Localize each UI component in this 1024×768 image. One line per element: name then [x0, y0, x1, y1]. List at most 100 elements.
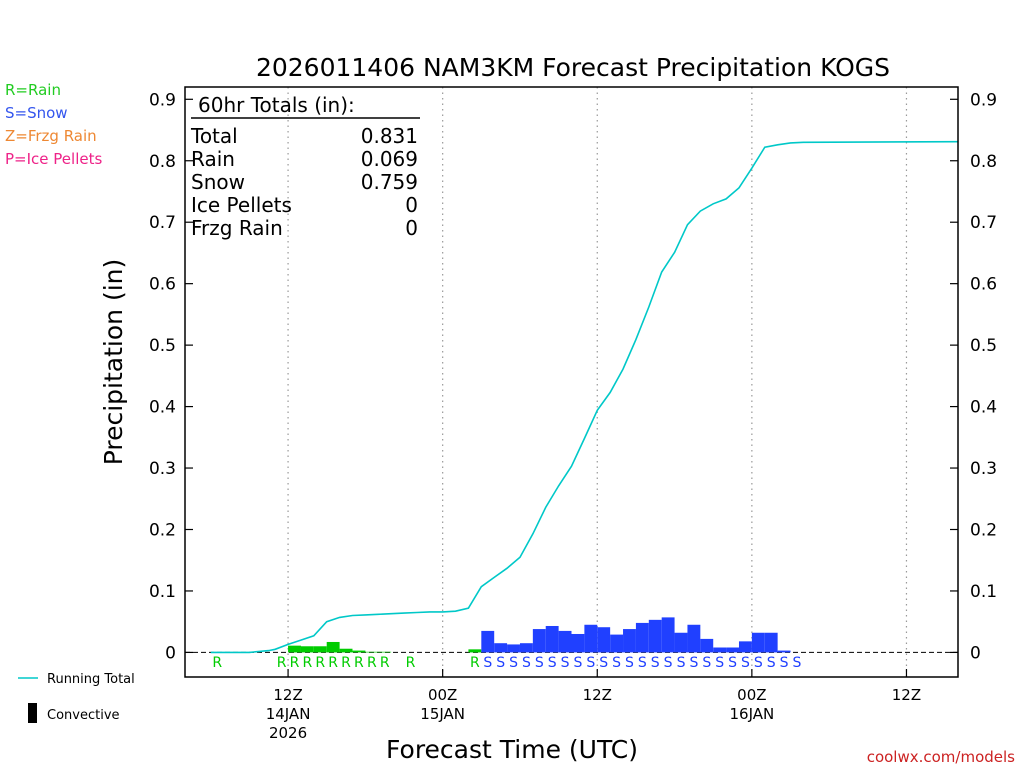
precip-bar-snow [532, 629, 546, 653]
y-tick-label-left: 0.7 [149, 213, 176, 233]
precip-bar-snow [751, 632, 765, 653]
type-letter-snow: S [522, 655, 531, 671]
precip-bar-snow [584, 624, 598, 653]
totals-row-label: Frzg Rain [191, 216, 283, 240]
y-tick-label-left: 0.8 [149, 152, 176, 172]
type-letter-rain: R [406, 655, 416, 671]
type-letter-rain: R [212, 655, 222, 671]
type-letter-snow: S [741, 655, 750, 671]
x-tick-label: 12Z [583, 686, 612, 704]
legend-label: Running Total [47, 672, 135, 687]
type-letter-snow: S [793, 655, 802, 671]
y-tick-label-right: 0.1 [970, 582, 997, 602]
precip-bar-snow [726, 647, 739, 653]
precip-bar-snow [713, 647, 727, 653]
type-letter-rain: R [367, 655, 377, 671]
precip-bar-rain [378, 651, 392, 653]
totals-row-value: 0.831 [361, 124, 418, 148]
totals-row-value: 0 [405, 216, 418, 240]
y-tick-label-right: 0.3 [970, 459, 997, 479]
watermark: coolwx.com/models [867, 748, 1015, 766]
precip-bar-rain [313, 646, 327, 653]
type-letter-snow: S [728, 655, 737, 671]
x-axis-label: Forecast Time (UTC) [386, 735, 638, 764]
type-letter-rain: R [354, 655, 364, 671]
totals-row-label: Total [190, 124, 238, 148]
type-letter-snow: S [509, 655, 518, 671]
type-letter-snow: S [599, 655, 608, 671]
chart-title: 2026011406 NAM3KM Forecast Precipitation… [256, 53, 890, 82]
precip-bar-rain [352, 650, 366, 653]
line-layer [210, 140, 959, 654]
y-tick-label-right: 0.4 [970, 398, 997, 418]
totals-row-label: Rain [191, 147, 235, 171]
type-letter-rain: R [380, 655, 390, 671]
y-axis-label: Precipitation (in) [99, 259, 128, 466]
totals-row-label: Snow [191, 170, 245, 194]
precip-bar-snow [661, 617, 675, 653]
y-tick-label-left: 0.6 [149, 275, 176, 295]
type-letter-snow: S [625, 655, 634, 671]
type-letter-snow: S [483, 655, 492, 671]
precip-bar-snow [623, 629, 636, 653]
type-legend-item: R=Rain [5, 81, 61, 99]
x-tick-label: 15JAN [420, 705, 465, 723]
type-letter-rain: R [303, 655, 313, 671]
precip-bar-rain [365, 651, 379, 653]
precip-bar-snow [519, 643, 533, 653]
x-tick-label: 16JAN [729, 705, 774, 723]
y-tick-label-left: 0.2 [149, 521, 176, 541]
type-letter-snow: S [715, 655, 724, 671]
plot-frame [184, 86, 959, 678]
x-tick-label: 00Z [737, 686, 766, 704]
type-letter-rain: R [315, 655, 325, 671]
x-tick-label: 12Z [273, 686, 302, 704]
type-letter-rain: R [277, 655, 287, 671]
running-total-line [210, 140, 959, 654]
y-tick-label-left: 0.1 [149, 582, 176, 602]
type-letter-snow: S [754, 655, 763, 671]
type-letter-snow: S [651, 655, 660, 671]
type-letter-snow: S [586, 655, 595, 671]
x-tick-label: 14JAN [266, 705, 311, 723]
type-letter-snow: S [702, 655, 711, 671]
y-tick-label-right: 0.6 [970, 275, 997, 295]
grid-layer [185, 87, 958, 677]
precip-bar-snow [597, 627, 611, 653]
precip-bar-rain [288, 645, 301, 653]
precip-bar-rain [300, 646, 314, 653]
type-letter-snow: S [612, 655, 621, 671]
type-legend-item: S=Snow [5, 104, 68, 122]
precip-bar-snow [777, 650, 791, 653]
precip-bar-snow [571, 633, 585, 653]
y-tick-label-left: 0.4 [149, 398, 176, 418]
totals-row-value: 0.759 [361, 170, 418, 194]
precip-bar-snow [481, 630, 495, 653]
precip-bar-snow [558, 630, 572, 653]
totals-row-value: 0 [405, 193, 418, 217]
line-legend: Running Total Convective [18, 672, 135, 723]
y-tick-label-left: 0.3 [149, 459, 176, 479]
x-tick-label: 00Z [428, 686, 457, 704]
precip-bar-snow [507, 644, 520, 653]
bar-layer [288, 617, 791, 653]
y-tick-label-left: 0.9 [149, 90, 176, 110]
precip-bar-snow [610, 634, 624, 653]
precip-bar-rain [339, 648, 353, 653]
precip-bar-snow [648, 619, 662, 653]
y-tick-label-right: 0.5 [970, 336, 997, 356]
type-letter-snow: S [664, 655, 673, 671]
precip-bar-snow [635, 622, 649, 653]
totals-header: 60hr Totals (in): [198, 93, 355, 117]
type-letter-snow: S [548, 655, 557, 671]
totals-row-label: Ice Pellets [191, 193, 292, 217]
totals-box: 60hr Totals (in): Total 0.831 Rain 0.069 Sno… [190, 93, 420, 240]
type-letter-snow: S [677, 655, 686, 671]
y-tick-label-right: 0.8 [970, 152, 997, 172]
y-tick-label-left: 0.5 [149, 336, 176, 356]
type-letter-snow: S [689, 655, 698, 671]
totals-row-value: 0.069 [361, 147, 418, 171]
